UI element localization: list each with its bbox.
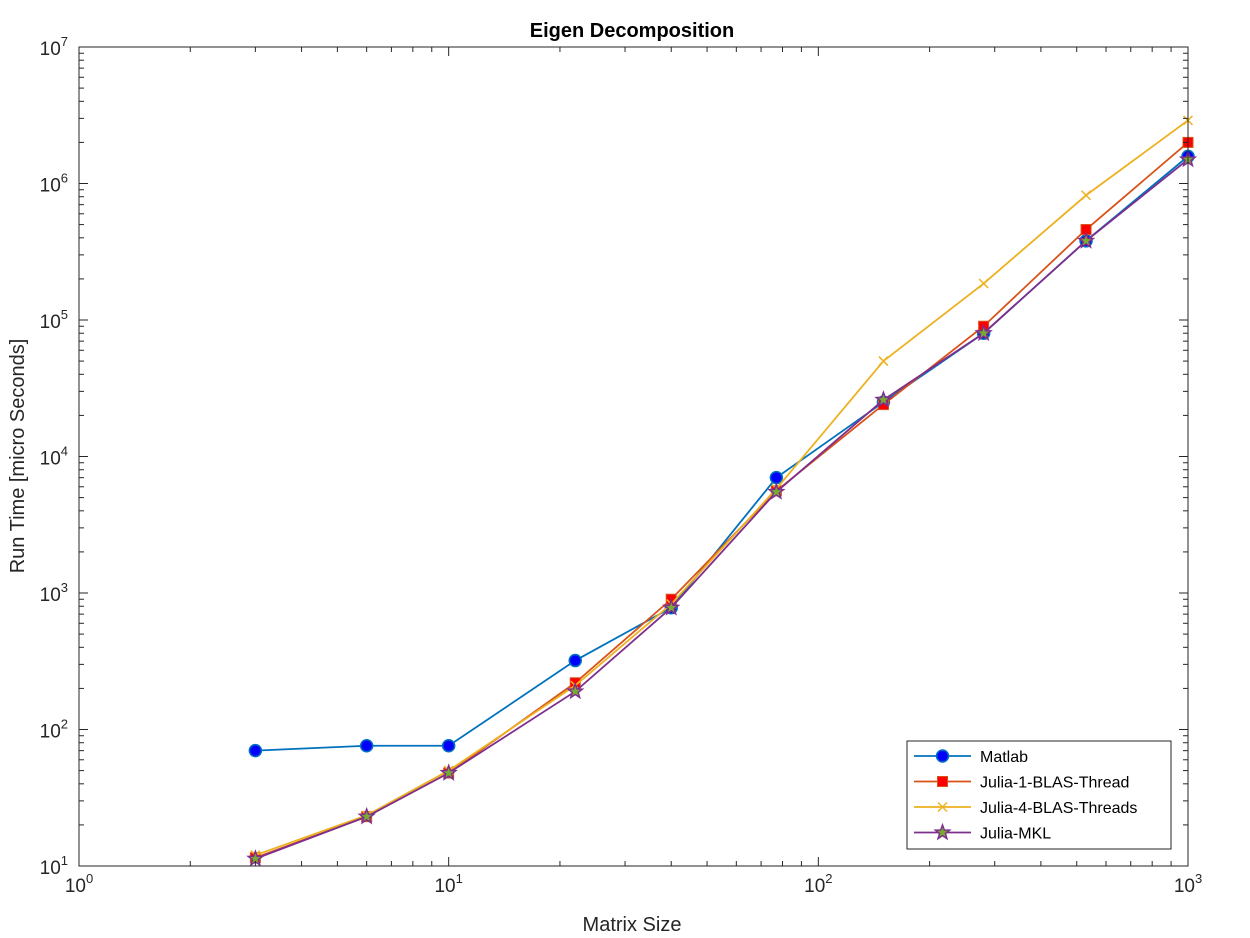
legend-label: Julia-1-BLAS-Thread xyxy=(980,775,1129,792)
y-axis-label: Run Time [micro Seconds] xyxy=(7,339,29,574)
legend-label: Julia-4-BLAS-Threads xyxy=(980,800,1137,817)
legend-entry: Matlab xyxy=(914,749,1028,766)
data-point xyxy=(767,482,786,500)
legend-entry: Julia-MKL xyxy=(914,822,1051,843)
y-tick-label: 107 xyxy=(40,34,68,60)
legend-box xyxy=(906,740,1172,850)
data-point xyxy=(1076,231,1096,249)
data-point xyxy=(1081,190,1092,201)
y-tick-label: 106 xyxy=(40,171,68,197)
x-tick-label: 103 xyxy=(1174,871,1202,897)
y-tick-label: 104 xyxy=(40,444,68,470)
x-tick-label: 100 xyxy=(65,871,93,897)
legend-entry: Julia-4-BLAS-Threads xyxy=(914,800,1137,817)
legend-marker xyxy=(933,822,952,841)
legend: Matlab Julia-1-BLAS-Thread Julia-4-BLAS-Th… xyxy=(906,740,1172,850)
data-point xyxy=(566,681,585,700)
legend-label: Matlab xyxy=(980,749,1028,766)
legend-entry: Julia-1-BLAS-Thread xyxy=(914,775,1129,792)
data-point xyxy=(439,763,458,781)
y-tick-label: 101 xyxy=(40,853,68,879)
x-axis-label: Matrix Size xyxy=(583,914,682,936)
data-point xyxy=(978,278,989,289)
series-line xyxy=(255,119,1189,857)
y-tick-label: 103 xyxy=(40,580,68,606)
series-layer xyxy=(246,115,1198,867)
y-tick-label: 105 xyxy=(40,307,68,333)
x-tick-label: 102 xyxy=(804,871,832,897)
chart-title: Eigen Decomposition xyxy=(530,20,734,42)
data-point xyxy=(359,739,374,753)
y-tick-label: 102 xyxy=(40,717,68,743)
legend-label: Julia-MKL xyxy=(980,826,1051,843)
legend-marker xyxy=(935,749,950,763)
y-axis-ticks: 101 102 103 104 105 106 107 xyxy=(40,34,1188,879)
data-point xyxy=(878,356,889,367)
legend-marker xyxy=(937,801,948,813)
x-axis-ticks: 100 101 102 103 xyxy=(65,47,1202,897)
data-point xyxy=(441,739,456,753)
data-point xyxy=(874,390,893,408)
data-point xyxy=(357,806,376,825)
x-tick-label: 101 xyxy=(434,871,462,897)
series-line xyxy=(255,158,1189,860)
data-point xyxy=(974,323,993,342)
plot-area xyxy=(79,47,1188,866)
data-point xyxy=(568,653,582,668)
legend-marker xyxy=(937,776,948,787)
data-point xyxy=(662,598,681,616)
data-point xyxy=(769,470,784,485)
data-point xyxy=(248,743,263,758)
